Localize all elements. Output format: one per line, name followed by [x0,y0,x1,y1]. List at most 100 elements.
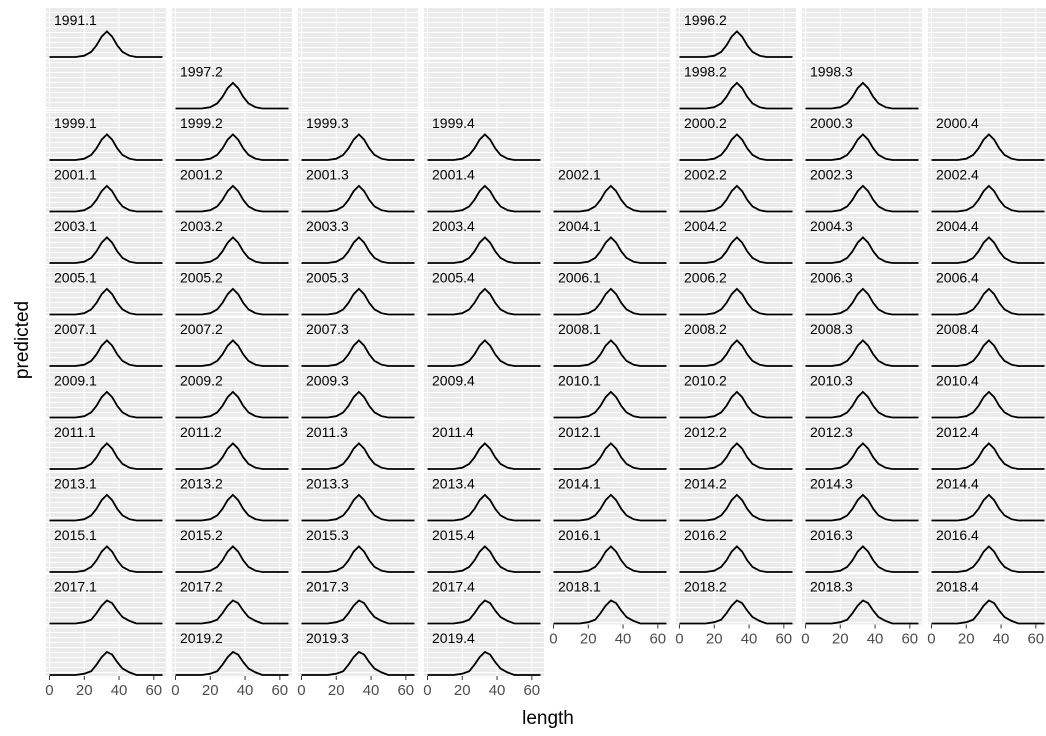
panel-label: 2006.2 [684,270,727,286]
predicted-curve [427,493,541,522]
panel-label: 2010.4 [936,373,979,389]
predicted-curve [301,287,415,316]
x-tick-label: 40 [867,631,884,648]
predicted-curve [427,236,541,264]
panel-background [802,8,922,58]
predicted-curve [49,287,163,316]
predicted-curve [679,339,793,367]
panel-background [172,574,292,625]
predicted-curve [805,133,919,161]
predicted-curve [553,236,667,264]
panel-label: 2017.2 [180,579,223,595]
x-tick-label: 0 [675,631,683,648]
predicted-curve [805,184,919,213]
panel-label: 2003.1 [54,218,97,234]
panel-label: 2007.2 [180,321,223,337]
predicted-curve [553,287,667,316]
panel-label: 2011.3 [306,424,348,440]
predicted-curve [805,81,919,110]
predicted-curve [175,287,289,316]
x-tick-label: 20 [76,682,93,699]
predicted-curve [553,442,667,470]
panel-label: 2012.4 [936,424,979,440]
predicted-curve [175,545,289,573]
panel-label: 2016.3 [810,527,853,543]
predicted-curve [301,599,415,625]
panel-label: 2017.3 [306,579,349,595]
predicted-curve [931,287,1045,316]
predicted-curve [931,390,1045,419]
panel-label: 2001.4 [432,167,475,183]
panel-label: 2001.1 [54,167,97,183]
panel-label: 2002.1 [558,167,601,183]
x-tick-label: 0 [171,682,179,699]
predicted-curve [805,599,919,625]
panel-label: 2019.2 [180,630,223,646]
predicted-curve [553,390,667,419]
panel-label: 2007.1 [54,321,97,337]
predicted-curve [427,650,541,676]
predicted-curve [427,133,541,161]
panel-label: 2002.2 [684,167,727,183]
panel-label: 2005.1 [54,270,97,286]
panel-label: 2012.2 [684,424,727,440]
panel-label: 2017.1 [54,579,97,595]
panel-label: 2003.4 [432,218,475,234]
panel-label: 2000.2 [684,115,727,131]
predicted-curve [49,184,163,213]
predicted-curve [931,442,1045,470]
panel-label: 1991.1 [54,12,97,28]
x-tick-label: 20 [706,631,723,648]
panel-label: 2010.1 [558,373,601,389]
predicted-curve [49,442,163,470]
predicted-curve [931,599,1045,625]
predicted-curve [679,545,793,573]
x-tick-label: 60 [649,631,666,648]
panel-label: 2005.2 [180,270,223,286]
panel-label: 2013.1 [54,476,97,492]
panel-label: 2004.1 [558,218,601,234]
predicted-curve [175,390,289,419]
x-tick-label: 40 [111,682,128,699]
panel-label: 1998.2 [684,64,727,80]
panel-label: 1999.3 [306,115,349,131]
x-tick-label: 20 [958,631,975,648]
x-axis-title: length [522,708,574,729]
x-tick-label: 40 [741,631,758,648]
panel-background [550,59,670,110]
predicted-curve [553,599,667,625]
panel-label: 2006.3 [810,270,853,286]
x-tick-label: 40 [993,631,1010,648]
panel-label: 2006.4 [936,270,979,286]
predicted-curve [175,184,289,213]
panel-label: 2003.2 [180,218,223,234]
x-tick-label: 0 [549,631,557,648]
x-tick-label: 60 [523,682,540,699]
predicted-curve [301,339,415,367]
panel-label: 2004.4 [936,218,979,234]
panel-label: 2000.3 [810,115,853,131]
predicted-curve [175,236,289,264]
predicted-curve [175,650,289,676]
y-axis-title: predicted [12,301,33,379]
x-tick-label: 60 [145,682,162,699]
predicted-curve [175,133,289,161]
panel-label: 2015.1 [54,527,97,543]
panel-background [298,8,418,58]
predicted-curve [427,442,541,470]
panel-label: 1999.1 [54,115,97,131]
panel-background [550,8,670,58]
predicted-curve [553,545,667,573]
panel-label: 2001.3 [306,167,349,183]
predicted-curve [301,650,415,676]
panel-label: 2004.2 [684,218,727,234]
predicted-curve [49,545,163,573]
panel-label: 2013.3 [306,476,349,492]
predicted-curve [301,236,415,264]
x-tick-label: 0 [801,631,809,648]
predicted-curve [679,493,793,522]
predicted-curve [175,599,289,625]
panel-background [424,8,544,58]
panel-background [298,59,418,110]
panel-label: 2015.3 [306,527,349,543]
